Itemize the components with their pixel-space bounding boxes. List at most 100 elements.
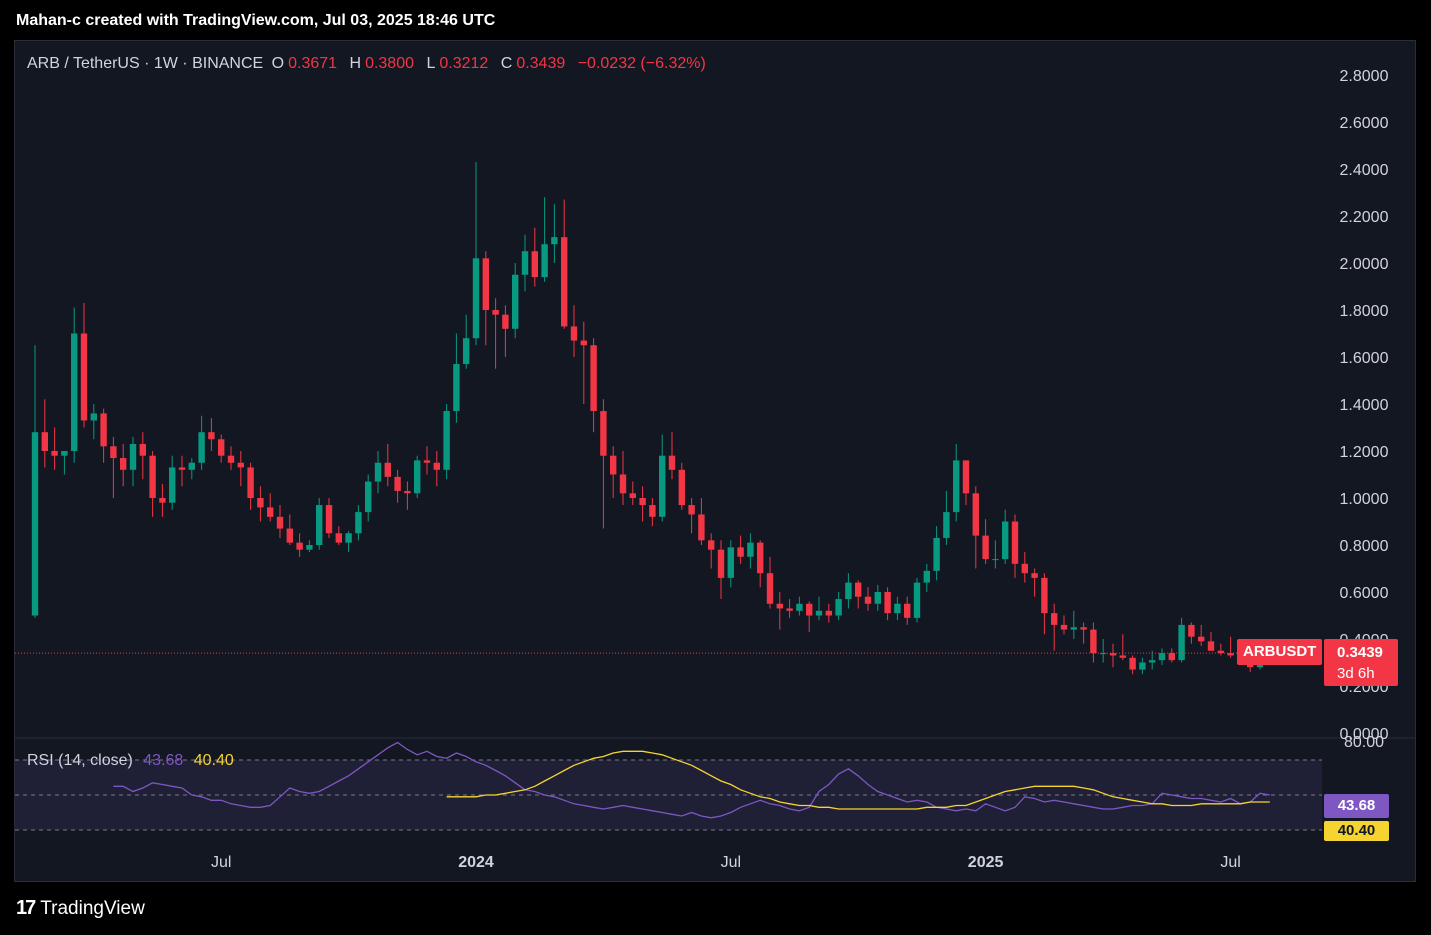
candle-body xyxy=(600,411,607,456)
candle-body xyxy=(71,333,78,451)
candle xyxy=(1100,639,1107,663)
candle-body xyxy=(1021,563,1028,574)
tradingview-footer[interactable]: 17 TradingView xyxy=(16,897,145,920)
candle-body xyxy=(796,603,803,611)
rsi-ma-value-tag: 40.40 xyxy=(1324,821,1389,841)
candle-body xyxy=(188,462,195,470)
candle-body xyxy=(884,592,891,614)
candle xyxy=(1051,603,1058,651)
candle-body xyxy=(806,603,813,616)
candle xyxy=(580,321,587,404)
candle xyxy=(953,443,960,522)
candle-body xyxy=(1168,653,1175,661)
candle xyxy=(757,540,764,588)
price-axis-tick: 2.0000 xyxy=(1340,256,1389,273)
candle-body xyxy=(247,467,254,498)
candle-body xyxy=(904,603,911,618)
candle xyxy=(276,505,284,538)
candle xyxy=(404,481,411,510)
candle-body xyxy=(306,545,313,550)
candle-body xyxy=(178,467,186,470)
candle-body xyxy=(982,535,989,560)
candle-body xyxy=(237,462,244,468)
candle-body xyxy=(1217,650,1224,654)
candle xyxy=(90,404,97,440)
candle-body xyxy=(757,542,764,574)
candle xyxy=(629,481,636,506)
candle-body xyxy=(149,455,156,498)
candle-body xyxy=(766,573,774,604)
candle-body xyxy=(659,455,666,517)
candle-body xyxy=(51,451,58,456)
bar-countdown: 3d 6h xyxy=(1337,665,1375,682)
candle xyxy=(972,486,979,569)
candle-body xyxy=(90,413,97,421)
candle-body xyxy=(943,512,950,538)
candle-body xyxy=(629,493,636,498)
price-axis-tick: 1.8000 xyxy=(1340,303,1389,320)
rsi-legend[interactable]: RSI (14, close) 43.68 40.40 xyxy=(27,752,240,770)
candle xyxy=(453,333,460,423)
candle xyxy=(325,498,333,538)
price-axis-tick: 2.6000 xyxy=(1340,115,1389,132)
candle xyxy=(649,498,656,527)
last-price-value: 0.3439 xyxy=(1337,644,1383,661)
rsi-axis-tick: 80.00 xyxy=(1344,734,1384,751)
candle xyxy=(1158,648,1166,665)
candle xyxy=(1070,610,1077,639)
candle-body xyxy=(962,460,970,494)
candle xyxy=(31,345,39,618)
candle xyxy=(384,443,391,487)
candle-body xyxy=(1119,655,1126,658)
price-axis-tick: 1.4000 xyxy=(1340,397,1389,414)
candle xyxy=(414,455,421,498)
candle xyxy=(678,462,685,510)
candle xyxy=(139,432,146,480)
rsi-line xyxy=(113,741,1270,819)
candle-body xyxy=(923,570,930,583)
candle-body xyxy=(365,481,372,513)
candle xyxy=(639,486,646,522)
candle xyxy=(1149,650,1156,670)
candle xyxy=(786,599,793,618)
candle xyxy=(962,460,970,506)
candle xyxy=(855,580,862,609)
candle-body xyxy=(394,476,401,491)
candle-body xyxy=(492,310,499,315)
candle-body xyxy=(649,505,656,517)
candle xyxy=(365,474,372,522)
candle xyxy=(590,338,597,433)
candle xyxy=(512,263,519,339)
candle-body xyxy=(825,610,832,616)
candle xyxy=(120,443,127,487)
candle-body xyxy=(913,582,921,618)
candle-body xyxy=(1198,636,1205,642)
candle-body xyxy=(1207,641,1215,651)
candle xyxy=(433,451,440,487)
chart-frame[interactable] xyxy=(14,40,1416,882)
candle xyxy=(815,596,823,621)
candle-body xyxy=(835,599,842,616)
candle-body xyxy=(747,542,754,557)
candle xyxy=(943,490,950,545)
candle xyxy=(257,486,264,522)
candle-body xyxy=(453,364,460,412)
candle-body xyxy=(198,432,205,463)
candle xyxy=(600,399,607,529)
candle xyxy=(1060,615,1068,635)
time-axis-tick: Jul xyxy=(211,854,231,871)
candle xyxy=(188,458,195,480)
candle-body xyxy=(1080,627,1087,630)
candle xyxy=(708,533,715,569)
ticker-price-tag: ARBUSDT xyxy=(1237,639,1323,665)
candle xyxy=(1168,648,1175,663)
candle-body xyxy=(169,467,176,503)
candle-body xyxy=(345,533,352,543)
candle-body xyxy=(894,603,901,614)
candle xyxy=(1021,552,1028,583)
candle-body xyxy=(502,314,509,329)
candle-body xyxy=(815,610,823,616)
candle-body xyxy=(561,237,568,327)
